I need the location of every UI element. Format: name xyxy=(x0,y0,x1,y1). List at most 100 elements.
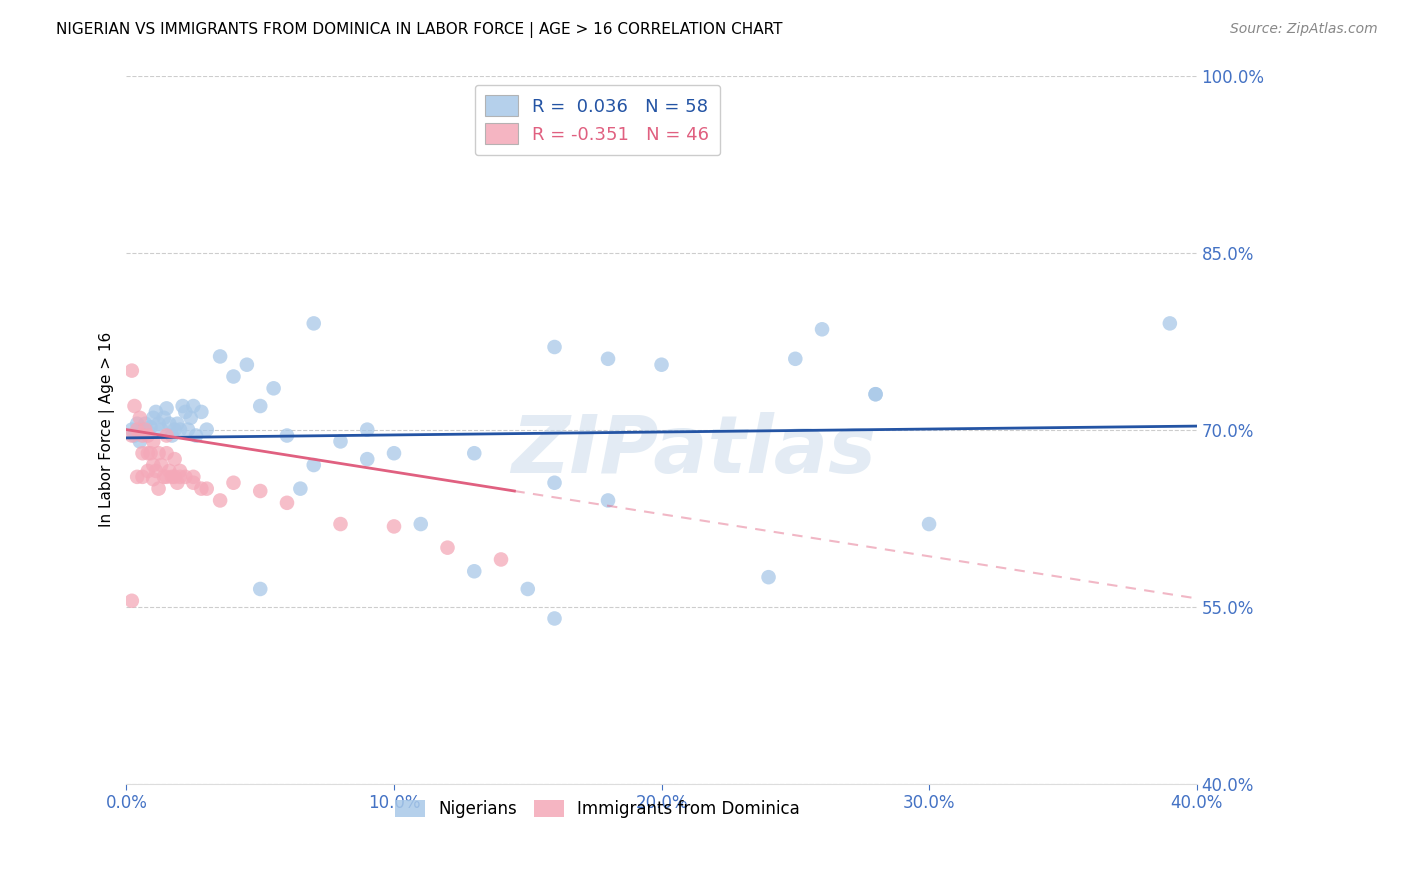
Legend: Nigerians, Immigrants from Dominica: Nigerians, Immigrants from Dominica xyxy=(388,794,807,825)
Point xyxy=(136,464,159,478)
Point xyxy=(136,425,159,439)
Point xyxy=(155,446,177,460)
Point xyxy=(150,423,173,437)
Point xyxy=(174,405,197,419)
Point xyxy=(222,475,245,490)
Point xyxy=(150,458,173,472)
Point xyxy=(131,446,153,460)
Point xyxy=(463,446,485,460)
Point xyxy=(177,423,200,437)
Point xyxy=(121,594,143,608)
Point xyxy=(543,340,565,354)
Point xyxy=(166,417,188,431)
Point xyxy=(865,387,887,401)
Point xyxy=(195,482,218,496)
Point xyxy=(329,517,352,532)
Point xyxy=(209,350,232,364)
Point xyxy=(127,470,149,484)
Point xyxy=(155,470,177,484)
Point xyxy=(263,381,285,395)
Point xyxy=(131,470,153,484)
Point xyxy=(811,322,834,336)
Point xyxy=(356,452,378,467)
Point xyxy=(124,428,146,442)
Point xyxy=(155,428,177,442)
Point xyxy=(190,482,212,496)
Point xyxy=(145,405,167,419)
Text: Source: ZipAtlas.com: Source: ZipAtlas.com xyxy=(1230,22,1378,37)
Point xyxy=(148,417,170,431)
Point xyxy=(139,420,162,434)
Point xyxy=(142,472,165,486)
Point xyxy=(174,470,197,484)
Point xyxy=(302,458,325,472)
Point xyxy=(139,446,162,460)
Point xyxy=(183,399,205,413)
Point xyxy=(436,541,458,555)
Point xyxy=(302,317,325,331)
Point xyxy=(166,475,188,490)
Point xyxy=(180,410,202,425)
Point xyxy=(356,423,378,437)
Point xyxy=(148,446,170,460)
Point xyxy=(382,519,405,533)
Point xyxy=(651,358,673,372)
Point xyxy=(409,517,432,532)
Point xyxy=(236,358,259,372)
Point xyxy=(596,351,619,366)
Point xyxy=(145,464,167,478)
Point xyxy=(142,434,165,449)
Point xyxy=(543,475,565,490)
Point xyxy=(163,452,186,467)
Point xyxy=(134,417,156,431)
Point xyxy=(276,496,298,510)
Point xyxy=(249,483,271,498)
Point xyxy=(128,434,150,449)
Point xyxy=(157,417,180,431)
Point xyxy=(169,464,191,478)
Point xyxy=(785,351,807,366)
Point xyxy=(155,401,177,416)
Point xyxy=(157,464,180,478)
Point xyxy=(290,482,312,496)
Point xyxy=(183,475,205,490)
Point xyxy=(136,428,159,442)
Point xyxy=(183,470,205,484)
Point xyxy=(249,399,271,413)
Point xyxy=(136,446,159,460)
Point xyxy=(184,428,207,442)
Point xyxy=(195,423,218,437)
Point xyxy=(142,458,165,472)
Point xyxy=(153,410,176,425)
Point xyxy=(127,417,149,431)
Point xyxy=(169,423,191,437)
Point xyxy=(489,552,512,566)
Point xyxy=(865,387,887,401)
Point xyxy=(121,428,143,442)
Point xyxy=(124,399,146,413)
Point xyxy=(329,434,352,449)
Point xyxy=(160,428,183,442)
Point xyxy=(463,564,485,578)
Point xyxy=(163,470,186,484)
Point xyxy=(190,405,212,419)
Point xyxy=(918,517,941,532)
Point xyxy=(209,493,232,508)
Point xyxy=(142,410,165,425)
Point xyxy=(121,363,143,377)
Point xyxy=(121,423,143,437)
Point xyxy=(222,369,245,384)
Point xyxy=(163,423,186,437)
Point xyxy=(160,470,183,484)
Point xyxy=(543,611,565,625)
Point xyxy=(382,446,405,460)
Point xyxy=(131,423,153,437)
Text: ZIPatlas: ZIPatlas xyxy=(512,412,876,490)
Point xyxy=(276,428,298,442)
Point xyxy=(127,423,149,437)
Point xyxy=(758,570,780,584)
Point xyxy=(516,582,538,596)
Point xyxy=(148,482,170,496)
Point xyxy=(153,470,176,484)
Point xyxy=(128,410,150,425)
